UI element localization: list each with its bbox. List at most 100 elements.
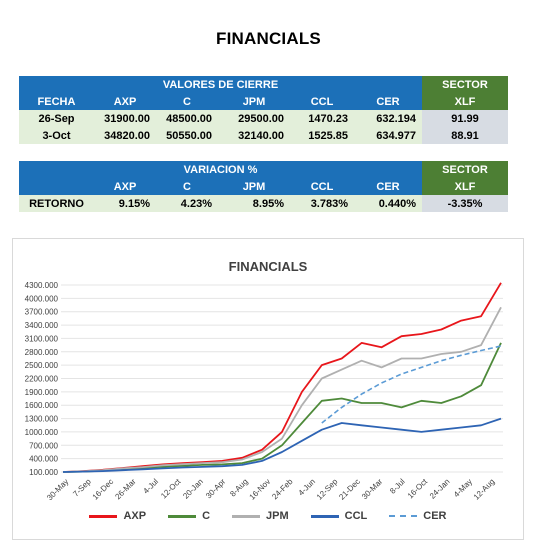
legend-item-c: C [168,510,210,522]
x-tick-label: 12-Aug [472,477,497,502]
x-tick-label: 26-Mar [113,477,138,502]
col-axp: AXP [94,93,156,110]
cell-xlf: 88.91 [422,127,508,144]
x-tick-label: 24-Feb [270,477,295,502]
series-line-cer [321,345,502,424]
x-tick-label: 4-Jun [297,477,318,498]
x-tick-label: 20-Jan [181,477,205,501]
col-c: C [156,93,218,110]
chart-title: FINANCIALS [229,259,308,274]
col-axp: AXP [94,178,156,195]
variation-header: VARIACION % [19,161,422,178]
cell-fecha: 26-Sep [19,110,94,127]
y-tick-label: 700.000 [29,441,58,450]
legend-label: CER [423,510,447,522]
cell-jpm: 29500.00 [218,110,290,127]
y-tick-label: 4300.000 [25,281,59,290]
y-tick-label: 3400.000 [25,321,59,330]
y-tick-label: 2800.000 [25,348,59,357]
cell-ccl: 3.783% [290,195,354,212]
legend-label: AXP [123,510,147,522]
col-xlf: XLF [422,93,508,110]
x-tick-label: 4-May [452,477,474,499]
sector-header: SECTOR [422,76,508,93]
variation-table: VARIACION % SECTOR AXP C JPM CCL CER XLF… [19,161,508,212]
legend-swatch [232,514,261,518]
legend-label: JPM [266,510,289,522]
x-tick-label: 30-Mar [360,477,385,502]
y-tick-label: 2500.000 [25,361,59,370]
legend-item-cer: CER [389,510,447,522]
table-row: 26-Sep 31900.00 48500.00 29500.00 1470.2… [19,110,508,127]
col-jpm: JPM [218,93,290,110]
cell-xlf: 91.99 [422,110,508,127]
x-tick-label: 12-Sep [315,477,340,502]
table-row: RETORNO 9.15% 4.23% 8.95% 3.783% 0.440% … [19,195,508,212]
y-tick-label: 1600.000 [25,401,59,410]
series-line-ccl [62,417,502,473]
legend-item-axp: AXP [89,510,146,522]
cell-cer: 0.440% [354,195,422,212]
x-tick-label: 12-Oct [159,477,183,501]
legend-item-jpm: JPM [232,510,289,522]
col-cer: CER [354,93,422,110]
x-tick-label: 30-May [45,477,70,502]
legend-swatch [310,514,339,518]
col-ccl: CCL [290,93,354,110]
y-tick-label: 1900.000 [25,388,59,397]
series-line-axp [62,282,502,473]
cell-c: 48500.00 [156,110,218,127]
cell-ccl: 1525.85 [290,127,354,144]
cell-ccl: 1470.23 [290,110,354,127]
x-tick-label: 16-Oct [406,477,430,501]
legend-swatch [389,515,418,517]
x-tick-label: 30-Apr [204,477,228,501]
closing-values-header: VALORES DE CIERRE [19,76,422,93]
cell-cer: 634.977 [354,127,422,144]
col-fecha: FECHA [19,93,94,110]
sector-header: SECTOR [422,161,508,178]
legend-item-ccl: CCL [310,510,368,522]
table-row: 3-Oct 34820.00 50550.00 32140.00 1525.85… [19,127,508,144]
y-tick-label: 4000.000 [25,294,59,303]
cell-c: 50550.00 [156,127,218,144]
cell-xlf: -3.35% [422,195,508,212]
cell-jpm: 32140.00 [218,127,290,144]
legend-swatch [168,514,197,518]
col-jpm: JPM [218,178,290,195]
chart-legend: AXP C JPM CCL CER [13,510,523,522]
closing-values-table: VALORES DE CIERRE SECTOR FECHA AXP C JPM… [19,76,508,144]
cell-retorno-label: RETORNO [19,195,94,212]
y-tick-label: 3100.000 [25,334,59,343]
cell-cer: 632.194 [354,110,422,127]
y-tick-label: 400.000 [29,455,58,464]
cell-c: 4.23% [156,195,218,212]
legend-swatch [89,514,118,518]
series-line-jpm [62,306,502,473]
y-tick-label: 3700.000 [25,308,59,317]
x-tick-label: 21-Dec [337,477,362,502]
financials-chart: FINANCIALS 100.000 400.000 700.000 1000.000… [12,238,524,540]
page-title: FINANCIALS [216,29,321,48]
cell-fecha: 3-Oct [19,127,94,144]
x-tick-label: 16-Nov [248,477,273,502]
y-tick-label: 100.000 [29,468,58,477]
col-ccl: CCL [290,178,354,195]
x-tick-label: 8-Jul [388,477,407,496]
y-tick-label: 1000.000 [25,428,59,437]
x-tick-label: 4-Jul [141,477,160,496]
cell-axp: 31900.00 [94,110,156,127]
cell-axp: 9.15% [94,195,156,212]
col-c: C [156,178,218,195]
x-tick-label: 16-Dec [91,477,116,502]
col-blank [19,178,94,195]
cell-jpm: 8.95% [218,195,290,212]
legend-label: CCL [344,510,368,522]
x-tick-label: 24-Jan [428,477,452,501]
chart-canvas: FINANCIALS 100.000 400.000 700.000 1000.000… [25,259,503,502]
cell-axp: 34820.00 [94,127,156,144]
y-tick-label: 2200.000 [25,375,59,384]
y-tick-label: 1300.000 [25,415,59,424]
legend-label: C [202,510,211,522]
col-xlf: XLF [422,178,508,195]
